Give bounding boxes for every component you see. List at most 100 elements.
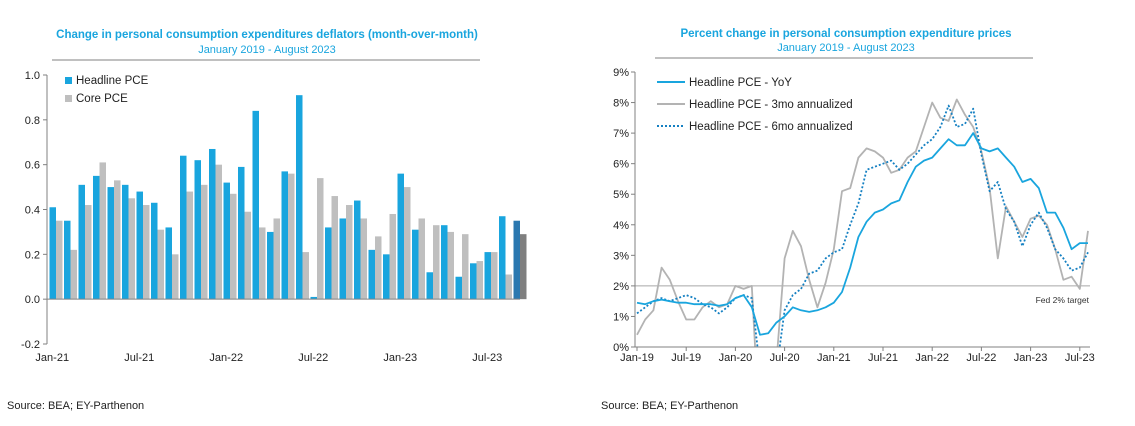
headline-bar [107, 187, 114, 300]
core-bar [302, 252, 309, 300]
core-bar [157, 229, 164, 300]
headline-bar [296, 95, 303, 300]
core-bar [99, 162, 106, 300]
headline-bar [209, 148, 216, 300]
legend-label-headline: Headline PCE [76, 75, 149, 87]
core-bar [346, 205, 353, 300]
right-x-tick-label: Jan-23 [1014, 352, 1048, 364]
headline-bar [397, 173, 404, 300]
core-bar [273, 218, 280, 300]
left-x-tick-label: Jan-22 [209, 352, 243, 364]
headline-bar [368, 249, 375, 300]
core-bar [447, 231, 454, 300]
core-bar [418, 218, 425, 300]
right-y-tick-label: 9% [613, 67, 629, 79]
headline-bar [194, 160, 201, 300]
right-y-tick-label: 8% [613, 98, 629, 110]
core-bar [404, 187, 411, 300]
right-y-tick-label: 0% [613, 342, 629, 354]
fed-target-label: Fed 2% target [1036, 295, 1090, 305]
right-legend: Headline PCE - YoY Headline PCE - 3mo an… [657, 77, 853, 133]
core-bar [331, 196, 338, 300]
core-bar [360, 218, 367, 300]
headline-bar [310, 296, 317, 300]
core-bar [389, 213, 396, 300]
core-bar [85, 205, 92, 300]
right-y-tick-label: 1% [613, 311, 629, 323]
core-bar [201, 184, 208, 300]
legend-label-core: Core PCE [76, 93, 128, 105]
right-x-tick-label: Jan-22 [915, 352, 949, 364]
left-y-tick-label: 0.4 [25, 205, 40, 217]
right-y-tick-label: 6% [613, 159, 629, 171]
headline-bar [339, 218, 346, 300]
core-bar [244, 211, 251, 300]
legend-label-6mo: Headline PCE - 6mo annualized [689, 121, 853, 133]
right-chart-title: Percent change in personal consumption e… [680, 28, 1011, 40]
headline-bar [499, 216, 506, 300]
right-x-tick-label: Jan-20 [719, 352, 753, 364]
headline-bar [136, 191, 143, 300]
core-bar [491, 252, 498, 300]
right-chart: Percent change in personal consumption e… [613, 28, 1095, 364]
headline-bar [470, 263, 477, 300]
headline-bar [151, 202, 158, 300]
headline-bar [383, 254, 390, 300]
headline-bar [64, 220, 71, 300]
left-x-tick-label: Jan-21 [35, 352, 69, 364]
left-x-tick-label: Jul-23 [472, 352, 502, 364]
right-y-tick-label: 5% [613, 189, 629, 201]
left-x-tick-label: Jul-21 [124, 352, 154, 364]
core-bar [288, 173, 295, 300]
core-bar [375, 236, 382, 300]
right-y-tick-label: 2% [613, 281, 629, 293]
left-x-tick-label: Jan-23 [383, 352, 417, 364]
core-bar [186, 191, 193, 300]
headline-bar [49, 207, 56, 300]
left-legend: Headline PCE Core PCE [65, 75, 149, 105]
core-bar [172, 254, 179, 300]
series-yoy-line [636, 132, 1088, 336]
core-bar [56, 220, 63, 300]
headline-bar [412, 229, 419, 300]
right-x-tick-label: Jul-20 [770, 352, 800, 364]
core-bar [114, 180, 121, 300]
headline-bar [223, 182, 230, 300]
left-y-tick-label: 0.8 [25, 115, 40, 127]
left-y-tick-label: -0.2 [21, 339, 40, 351]
core-bar [505, 274, 512, 300]
headline-bar [238, 166, 245, 300]
left-source-note: Source: BEA; EY-Parthenon [7, 400, 145, 412]
core-bar [520, 234, 527, 300]
legend-swatch-core [65, 95, 72, 102]
right-x-tick-label: Jul-21 [868, 352, 898, 364]
headline-bar [122, 184, 129, 300]
core-bar [433, 225, 440, 300]
core-bar [259, 227, 266, 300]
series-3mo-line [636, 98, 1089, 347]
left-y-tick-label: 0.2 [25, 249, 40, 261]
legend-label-yoy: Headline PCE - YoY [689, 77, 792, 89]
left-y-tick-label: 0.6 [25, 160, 40, 172]
core-bar [215, 164, 222, 300]
headline-bar [513, 220, 520, 300]
right-x-tick-label: Jul-23 [1065, 352, 1095, 364]
right-chart-subtitle: January 2019 - August 2023 [777, 42, 915, 54]
left-chart: Change in personal consumption expenditu… [21, 29, 527, 364]
series-6mo-line [636, 104, 1089, 347]
left-x-tick-label: Jul-22 [298, 352, 328, 364]
headline-bar [426, 272, 433, 300]
left-chart-subtitle: January 2019 - August 2023 [198, 44, 336, 56]
right-x-tick-label: Jul-22 [966, 352, 996, 364]
right-x-tick-label: Jan-19 [620, 352, 654, 364]
core-bar [128, 198, 135, 300]
right-y-tick-label: 7% [613, 128, 629, 140]
legend-swatch-headline [65, 77, 72, 84]
headline-bar [354, 200, 361, 300]
headline-bar [281, 171, 288, 300]
right-y-tick-label: 4% [613, 220, 629, 232]
core-bar [230, 193, 237, 300]
core-bar [70, 249, 77, 300]
left-y-tick-label: 1.0 [25, 70, 40, 82]
right-y-tick-label: 3% [613, 250, 629, 262]
